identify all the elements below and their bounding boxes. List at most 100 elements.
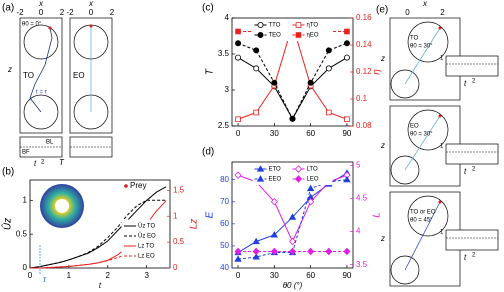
marker	[235, 28, 241, 35]
series-line	[29, 199, 167, 269]
predator-circle	[23, 94, 59, 130]
y-axis-label: Ûz	[1, 218, 14, 230]
inset-axis-label: t	[464, 79, 467, 88]
y2-tick-label: 4	[356, 227, 361, 236]
marker	[235, 54, 242, 61]
legend-label: ETO	[269, 167, 282, 173]
marker	[271, 79, 278, 86]
legend-label: ηEO	[307, 33, 319, 39]
marker	[344, 116, 350, 123]
legend-label: Lz EO	[138, 254, 155, 260]
x-tick-label: 0	[236, 271, 241, 280]
x-tick-label: 90	[342, 129, 351, 138]
legend-marker	[295, 32, 302, 38]
y2-tick-label: 1	[173, 211, 178, 220]
inset	[445, 55, 499, 77]
y2-tick-label: 0.12	[356, 67, 372, 76]
frame	[69, 17, 113, 134]
prey-marker	[124, 184, 128, 188]
y2-axis-label: Lz	[189, 219, 200, 230]
inset-axis-label: t	[464, 253, 467, 262]
marker	[343, 54, 350, 61]
x-tick-label: 30	[270, 129, 279, 138]
marker	[325, 65, 332, 72]
z-axis-label: z	[7, 65, 12, 74]
marker	[325, 109, 332, 116]
y2-tick-label: 0	[173, 263, 178, 272]
x-tick-label: 60	[306, 129, 315, 138]
marker	[270, 247, 278, 256]
marker	[253, 47, 260, 54]
y-tick-label: 3	[225, 85, 230, 94]
legend-marker	[294, 165, 303, 173]
panel-label: (c)	[202, 3, 214, 14]
legend-label: ηTO	[307, 23, 319, 29]
prey-circle	[407, 109, 449, 151]
legend-label: Ûz EO	[138, 233, 156, 240]
panel-label: (e)	[376, 5, 388, 16]
inset	[445, 143, 499, 165]
x-tick-label: 0	[28, 271, 33, 280]
x-tick-label: 30	[270, 271, 279, 280]
panel-label: (b)	[2, 167, 14, 178]
legend-label: EEO	[269, 177, 282, 183]
legend-marker	[257, 32, 264, 39]
x-axis-label: x	[88, 0, 94, 8]
y2-tick-label: 0.08	[356, 121, 372, 130]
inset-tick: 2	[472, 253, 476, 259]
x-axis-label: x	[38, 0, 44, 8]
x-tick-label: 60	[306, 271, 315, 280]
marker	[234, 255, 242, 262]
mode-label: EO	[410, 124, 419, 130]
mode-label: TO	[23, 71, 34, 80]
legend-marker	[256, 175, 265, 182]
x-axis-label: t	[99, 281, 102, 290]
prey-dot	[438, 114, 442, 118]
marker	[288, 247, 297, 256]
theta-label: θ0 = 45°	[410, 218, 433, 224]
marker	[307, 197, 315, 206]
legend-label: LTO	[307, 167, 318, 173]
y-tick-label: 2.5	[218, 121, 230, 130]
y-tick-label: 0.5	[16, 229, 28, 238]
y2-tick-label: 3.5	[356, 260, 368, 269]
marker	[343, 247, 351, 256]
t-tick: 2	[41, 160, 45, 166]
y2-tick-label: 4.5	[356, 194, 368, 203]
predator-circle	[390, 255, 420, 285]
x-tick-label: 2	[106, 271, 111, 280]
annotation: τ	[43, 275, 47, 284]
inset-tick: 1	[440, 144, 444, 150]
marker	[288, 237, 297, 246]
predator-circle	[390, 155, 420, 185]
inset-hole	[55, 199, 69, 213]
z-axis-label: z	[380, 141, 385, 150]
x-tick-label: -2	[16, 8, 24, 17]
inset-tick: 2	[472, 79, 476, 85]
y-tick-label: 0	[23, 263, 28, 272]
marker	[306, 184, 315, 192]
marker	[343, 40, 350, 47]
strip-label: BL	[46, 140, 54, 146]
prey-dot	[438, 200, 442, 204]
x-tick-label: 1	[67, 271, 72, 280]
plot-frame	[231, 161, 354, 269]
x-tick-label: 0	[405, 8, 410, 17]
legend-box	[252, 19, 333, 41]
marker	[235, 40, 242, 47]
strip-label: BF	[22, 150, 30, 156]
x-axis-label: θ0 (°)	[283, 281, 303, 290]
marker	[307, 79, 314, 86]
inset-axis-label: t	[464, 167, 467, 176]
inset-tick: 2	[472, 167, 476, 173]
tau-label: t = τ	[36, 90, 48, 96]
legend-marker	[257, 21, 264, 28]
marker	[325, 247, 333, 256]
mode-label: TO or EO	[410, 210, 436, 216]
legend-box	[121, 219, 165, 263]
inset-tick: 1	[440, 56, 444, 62]
prey-circle	[23, 24, 59, 60]
marker	[288, 213, 297, 220]
marker	[234, 171, 242, 180]
